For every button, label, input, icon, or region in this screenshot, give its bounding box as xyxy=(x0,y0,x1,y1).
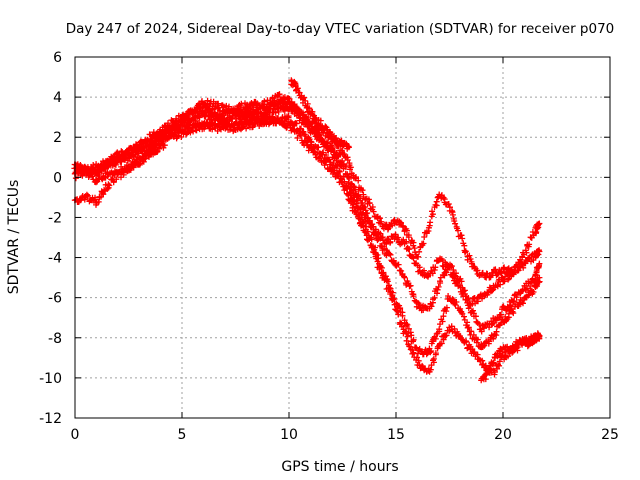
y-tick-label: -2 xyxy=(48,210,62,226)
data-points xyxy=(71,77,543,384)
x-tick-label: 20 xyxy=(494,427,512,443)
series-markers xyxy=(288,77,352,152)
y-tick-label: 0 xyxy=(53,170,62,186)
axes: 0 5 10 15 20 25 -12 -10 -8 -6 -4 -2 0 2 4 6 xyxy=(39,50,619,443)
x-tick-label: 10 xyxy=(280,427,298,443)
plot-frame xyxy=(74,56,611,419)
y-tick-label: -12 xyxy=(39,411,62,427)
chart-title: Day 247 of 2024, Sidereal Day-to-day VTE… xyxy=(66,21,615,37)
y-tick-label: -6 xyxy=(48,291,62,307)
y-tick-label: 2 xyxy=(53,130,62,146)
x-tick-label: 5 xyxy=(178,427,187,443)
x-tick-label: 25 xyxy=(601,427,619,443)
x-tick-label: 0 xyxy=(71,427,80,443)
series-markers xyxy=(478,331,543,384)
y-tick-label: -10 xyxy=(39,371,62,387)
y-axis-label: SDTVAR / TECUs xyxy=(6,180,22,295)
x-tick-label: 15 xyxy=(387,427,405,443)
series-G xyxy=(288,77,352,152)
y-tick-label: 4 xyxy=(53,90,62,106)
series-F xyxy=(478,331,543,384)
x-axis-label: GPS time / hours xyxy=(281,459,398,475)
y-tick-label: -4 xyxy=(48,251,62,267)
y-tick-label: 6 xyxy=(53,50,62,66)
y-tick-label: -8 xyxy=(48,331,62,347)
